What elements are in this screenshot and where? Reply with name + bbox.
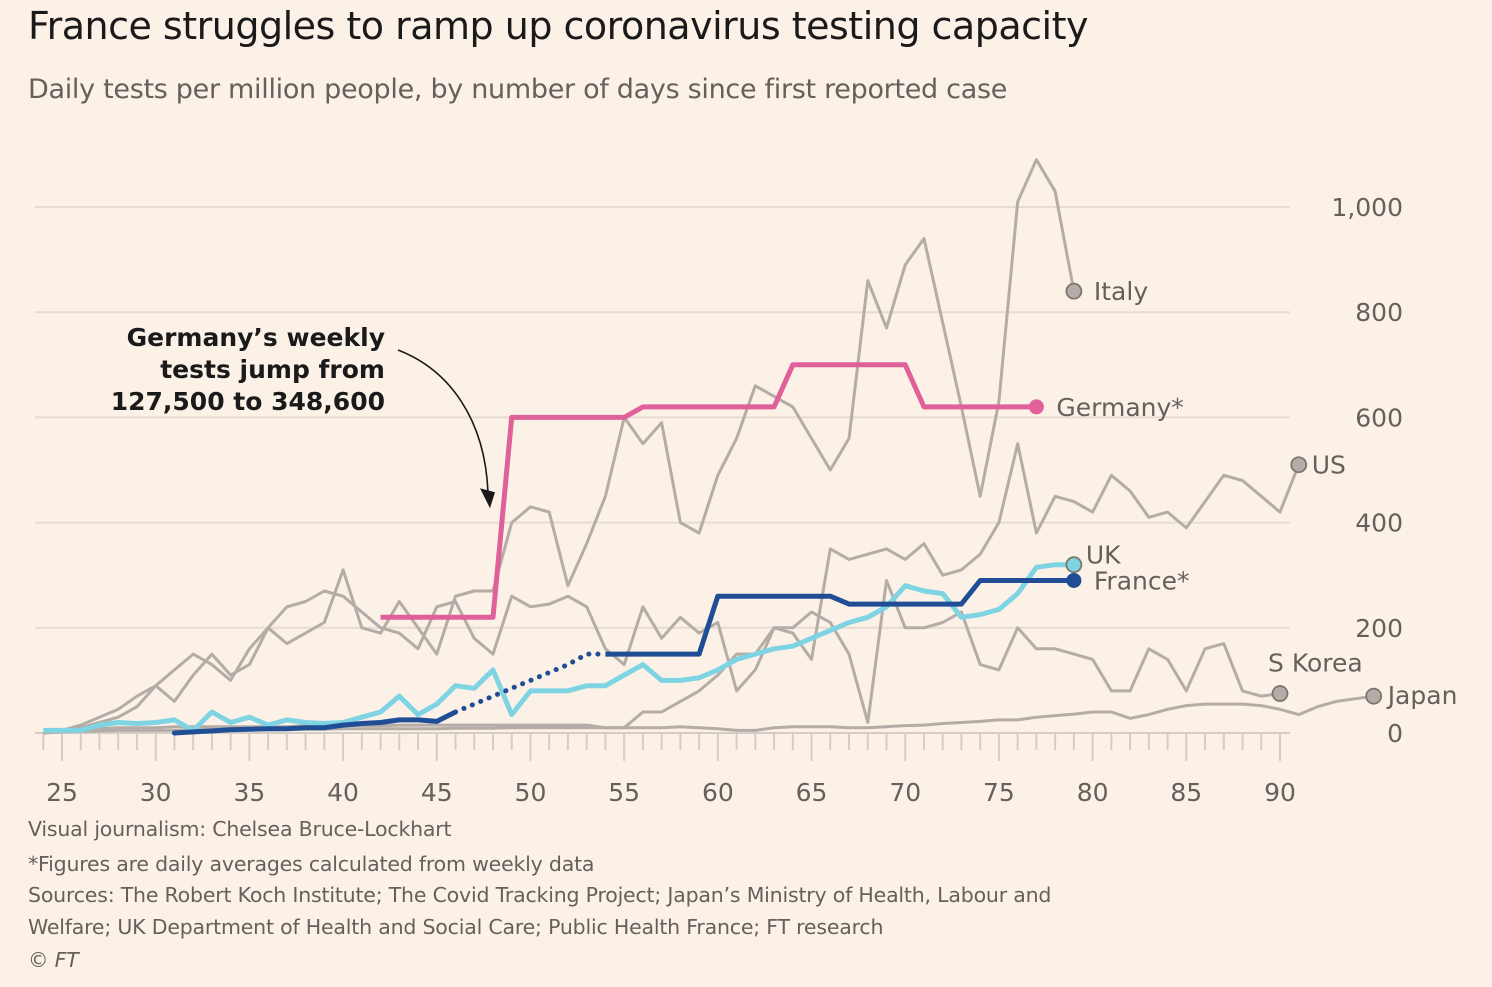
series-label-uk: UK [1086, 541, 1121, 570]
highlight-series [43, 362, 1074, 736]
series-end-marker-france [1066, 572, 1082, 588]
series-line-france-dotted [453, 651, 608, 715]
y-tick-label: 200 [1355, 614, 1403, 643]
series-end-marker-japan [1365, 687, 1383, 705]
x-tick-label: 70 [889, 778, 921, 807]
context-series [43, 158, 1374, 735]
series-line-us [43, 442, 1301, 735]
series-line-germany [380, 362, 1037, 620]
series-label-germany: Germany* [1056, 393, 1183, 422]
annotation-line-3: 127,500 to 348,600 [111, 387, 385, 416]
series-end-marker-germany [1028, 399, 1044, 415]
series-label-italy: Italy [1094, 277, 1148, 306]
y-tick-label: 800 [1355, 298, 1403, 327]
y-axis: 0 200 400 600 800 1,000 [1331, 193, 1403, 748]
x-tick-label: 75 [983, 778, 1015, 807]
x-tick-label: 40 [327, 778, 359, 807]
series-line-france [171, 709, 458, 736]
series-label-france: France* [1094, 566, 1190, 595]
series-label-us: US [1312, 451, 1346, 480]
annotation: Germany’s weekly tests jump from 127,500… [111, 323, 495, 509]
x-tick-label: 80 [1077, 778, 1109, 807]
series-line-france-continued [605, 578, 1074, 657]
y-tick-label: 1,000 [1331, 193, 1403, 222]
series-end-marker-us [1290, 456, 1308, 474]
footer-note: *Figures are daily averages calculated f… [28, 852, 595, 876]
x-axis: 25 30 35 40 45 50 55 60 65 70 75 80 85 90 [35, 732, 1296, 807]
x-tick-label: 85 [1170, 778, 1202, 807]
annotation-arrowhead [479, 488, 495, 509]
series-line-uk [43, 562, 1074, 733]
y-tick-label: 0 [1387, 719, 1403, 748]
y-tick-label: 600 [1355, 403, 1403, 432]
chart-subtitle: Daily tests per million people, by numbe… [28, 74, 1008, 105]
annotation-line-2: tests jump from [160, 355, 385, 384]
footer-sources-1: Sources: The Robert Koch Institute; The … [28, 883, 1052, 907]
x-tick-label: 90 [1264, 778, 1296, 807]
x-tick-label: 60 [702, 778, 734, 807]
x-tick-label: 50 [515, 778, 547, 807]
annotation-arrow [397, 349, 489, 493]
gridlines [35, 206, 1290, 629]
footer-credit: Visual journalism: Chelsea Bruce-Lockhar… [28, 817, 452, 841]
footer-sources-2: Welfare; UK Department of Health and Soc… [28, 915, 884, 939]
y-tick-label: 400 [1355, 509, 1403, 538]
x-tick-label: 30 [140, 778, 172, 807]
annotation-line-1: Germany’s weekly [127, 323, 385, 352]
series-label-s-korea: S Korea [1268, 649, 1363, 678]
x-tick-label: 45 [421, 778, 453, 807]
series-label-japan: Japan [1386, 681, 1458, 710]
series-end-marker-italy [1065, 282, 1083, 300]
x-tick-label: 55 [608, 778, 640, 807]
footer-copyright: © FT [28, 948, 79, 972]
series-end-marker-s-korea [1271, 685, 1289, 702]
x-tick-label: 35 [233, 778, 265, 807]
x-tick-label: 25 [46, 778, 78, 807]
series-line-s-korea [43, 579, 1281, 735]
x-tick-label: 65 [796, 778, 828, 807]
series-end-marker-uk [1065, 556, 1083, 574]
chart-title: France struggles to ramp up coronavirus … [28, 4, 1088, 48]
series-line-italy [43, 158, 1076, 735]
